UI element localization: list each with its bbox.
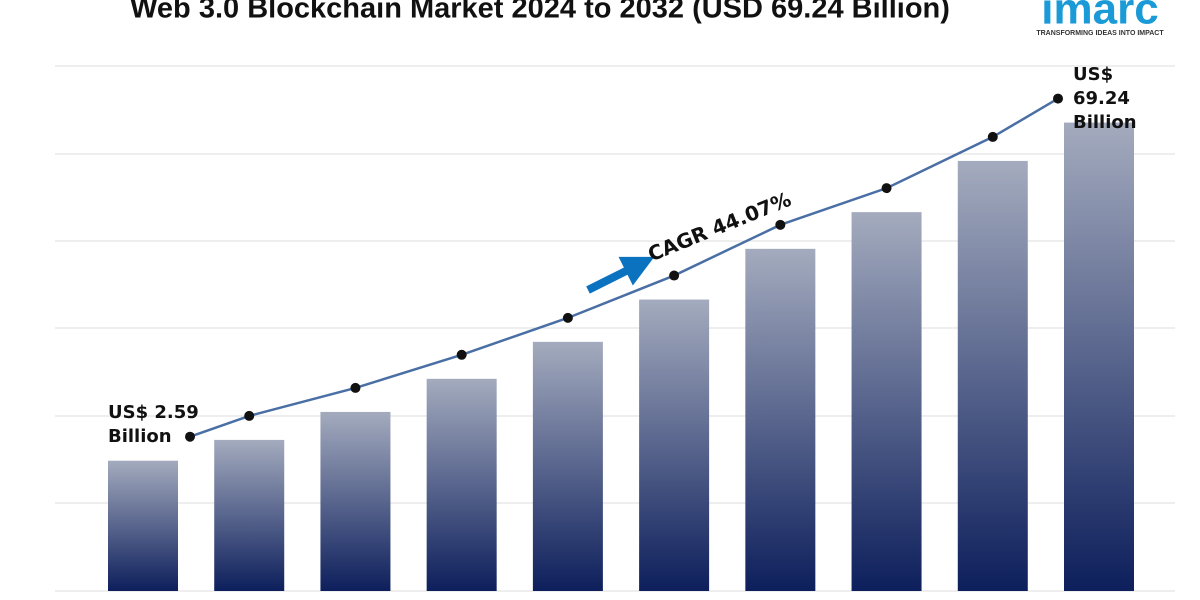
trend-line xyxy=(189,97,1059,438)
chart-title: Web 3.0 Blockchain Market 2024 to 2032 (… xyxy=(130,0,950,25)
trend-point xyxy=(185,431,195,442)
bar xyxy=(532,341,603,591)
trend-point xyxy=(1053,93,1063,104)
trend-point xyxy=(456,349,467,360)
trend-point xyxy=(881,183,892,194)
value-label: US$ 69.24 Billion xyxy=(1073,63,1137,133)
trend-point xyxy=(987,131,998,142)
logo: imarc xyxy=(1041,0,1158,34)
bar xyxy=(1064,122,1134,591)
bar xyxy=(214,439,285,591)
bar xyxy=(320,411,391,591)
bar xyxy=(851,212,922,591)
cagr-arrow xyxy=(586,256,655,294)
bar xyxy=(426,378,497,591)
bar xyxy=(108,460,178,591)
value-label: US$ 2.59 Billion xyxy=(108,401,199,447)
logo-tagline: TRANSFORMING IDEAS INTO IMPACT xyxy=(1036,30,1164,37)
bar xyxy=(957,160,1028,591)
trend-point xyxy=(350,382,361,393)
trend-point xyxy=(562,312,573,323)
trend-point xyxy=(775,219,786,230)
bar xyxy=(639,299,710,591)
trend-point xyxy=(669,270,680,281)
bar xyxy=(745,248,816,591)
trend-point xyxy=(244,410,255,421)
